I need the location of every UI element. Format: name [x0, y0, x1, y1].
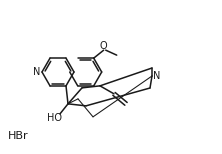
- Text: O: O: [100, 41, 107, 51]
- Text: HBr: HBr: [8, 131, 28, 141]
- Text: N: N: [33, 67, 41, 77]
- Text: N: N: [153, 71, 161, 81]
- Text: HO: HO: [46, 113, 61, 123]
